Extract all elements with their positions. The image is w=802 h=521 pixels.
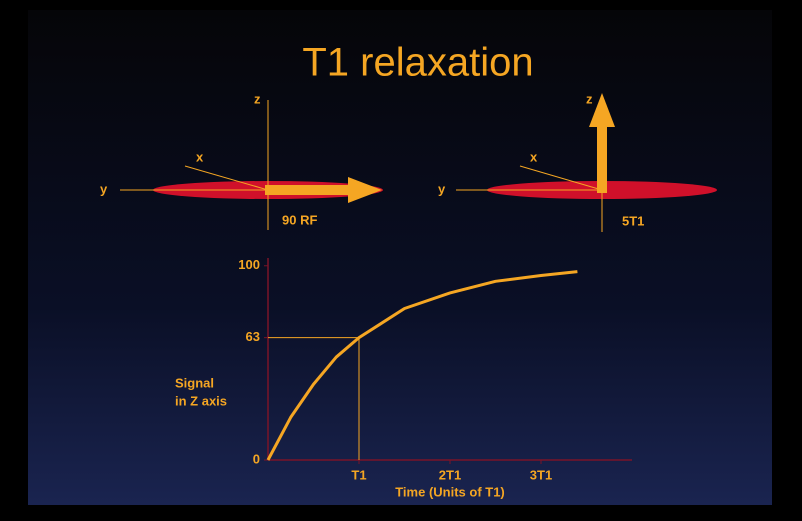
- x-tick-label: T1: [351, 467, 366, 482]
- x-label: x: [196, 149, 204, 164]
- title: T1 relaxation: [302, 41, 533, 85]
- x-tick-label: 2T1: [439, 467, 461, 482]
- arrowhead: [348, 177, 382, 203]
- caption: 5T1: [622, 213, 644, 228]
- y-label: y: [100, 181, 108, 196]
- x-tick-label: 3T1: [530, 467, 552, 482]
- y-axis-label: in Z axis: [175, 393, 227, 408]
- y-axis-label: Signal: [175, 375, 214, 390]
- x-label: x: [530, 149, 538, 164]
- diagram-90rf: z x y 90 RF: [100, 91, 383, 230]
- vector: [265, 185, 350, 195]
- x-axis-label: Time (Units of T1): [395, 484, 505, 499]
- caption: 90 RF: [282, 212, 317, 227]
- z-label: z: [254, 91, 261, 106]
- y-tick-label: 100: [238, 257, 260, 272]
- chart: Signal in Z axis Time (Units of T1): [175, 375, 505, 499]
- y-tick-label: 0: [253, 451, 260, 466]
- x-axis: [184, 165, 269, 191]
- vector: [597, 125, 607, 193]
- panel: [28, 10, 772, 505]
- diagram-5t1: z x y 5T1: [438, 91, 717, 232]
- z-label: z: [586, 91, 593, 106]
- arrowhead: [589, 93, 615, 127]
- y-label: y: [438, 181, 446, 196]
- y-tick-label: 63: [246, 329, 260, 344]
- signal-curve: [266, 270, 578, 461]
- x-axis: [519, 165, 603, 191]
